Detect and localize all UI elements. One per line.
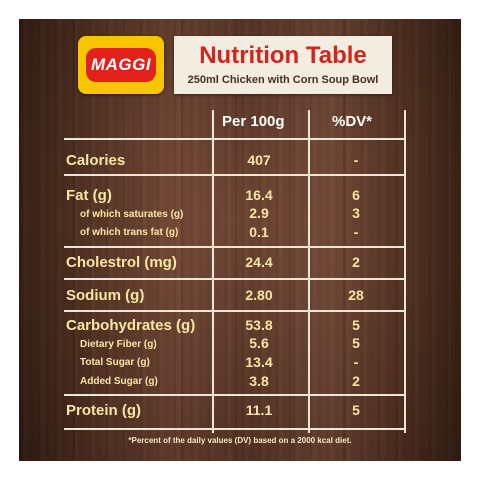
value-dv-trans-fat: - xyxy=(353,224,359,240)
title-card: Nutrition Table 250ml Chicken with Corn … xyxy=(174,36,392,94)
footnote: *Percent of the daily values (DV) based … xyxy=(128,436,352,445)
maggi-logo: MAGGI xyxy=(78,36,164,94)
value-dv-protein: 5 xyxy=(352,402,360,418)
value-per100g-carbohydrates: 53.8 xyxy=(245,317,273,333)
row-label-fat: Fat (g) xyxy=(66,187,112,204)
value-dv-cholestrol: 2 xyxy=(352,254,360,270)
value-dv-calories: - xyxy=(353,152,359,168)
row-label-added-sugar: Added Sugar (g) xyxy=(80,376,158,387)
value-per100g-dietary-fiber: 5.6 xyxy=(249,335,269,351)
page-subtitle: 250ml Chicken with Corn Soup Bowl xyxy=(187,74,379,86)
row-divider-fat xyxy=(64,246,406,248)
row-divider-calories xyxy=(64,174,406,176)
value-per100g-total-sugar: 13.4 xyxy=(245,354,273,370)
value-dv-fat: 6 xyxy=(352,187,360,203)
row-divider-header xyxy=(64,138,406,140)
value-per100g-protein: 11.1 xyxy=(245,402,273,418)
value-per100g-added-sugar: 3.8 xyxy=(249,373,269,389)
row-label-cholestrol: Cholestrol (mg) xyxy=(66,254,177,271)
column-divider-3 xyxy=(404,110,406,433)
row-divider-protein xyxy=(64,428,406,430)
row-label-saturates: of which saturates (g) xyxy=(80,209,184,220)
column-divider-1 xyxy=(212,110,214,433)
row-label-trans-fat: of which trans fat (g) xyxy=(80,227,179,238)
value-dv-saturates: 3 xyxy=(352,205,360,221)
value-per100g-calories: 407 xyxy=(247,152,271,168)
row-label-total-sugar: Total Sugar (g) xyxy=(80,357,150,368)
row-label-calories: Calories xyxy=(66,152,126,169)
value-dv-sodium: 28 xyxy=(348,287,364,303)
value-dv-dietary-fiber: 5 xyxy=(352,335,360,351)
row-label-carbohydrates: Carbohydrates (g) xyxy=(66,317,196,334)
column-header-per100g: Per 100g xyxy=(222,113,285,130)
value-dv-carbohydrates: 5 xyxy=(352,317,360,333)
row-label-sodium: Sodium (g) xyxy=(66,287,145,304)
row-label-dietary-fiber: Dietary Fiber (g) xyxy=(80,339,157,350)
column-header-dv: %DV* xyxy=(332,113,373,130)
row-divider-carbohydrates xyxy=(64,394,406,396)
column-divider-2 xyxy=(308,110,310,433)
value-per100g-fat: 16.4 xyxy=(245,187,273,203)
page-title: Nutrition Table xyxy=(199,42,367,69)
value-per100g-trans-fat: 0.1 xyxy=(249,224,269,240)
value-per100g-cholestrol: 24.4 xyxy=(245,254,273,270)
value-dv-added-sugar: 2 xyxy=(352,373,360,389)
value-dv-total-sugar: - xyxy=(353,354,359,370)
row-divider-sodium xyxy=(64,310,406,312)
row-label-protein: Protein (g) xyxy=(66,402,141,419)
value-per100g-sodium: 2.80 xyxy=(245,287,273,303)
row-divider-cholestrol xyxy=(64,278,406,280)
value-per100g-saturates: 2.9 xyxy=(249,205,269,221)
maggi-logo-text: MAGGI xyxy=(86,48,156,82)
